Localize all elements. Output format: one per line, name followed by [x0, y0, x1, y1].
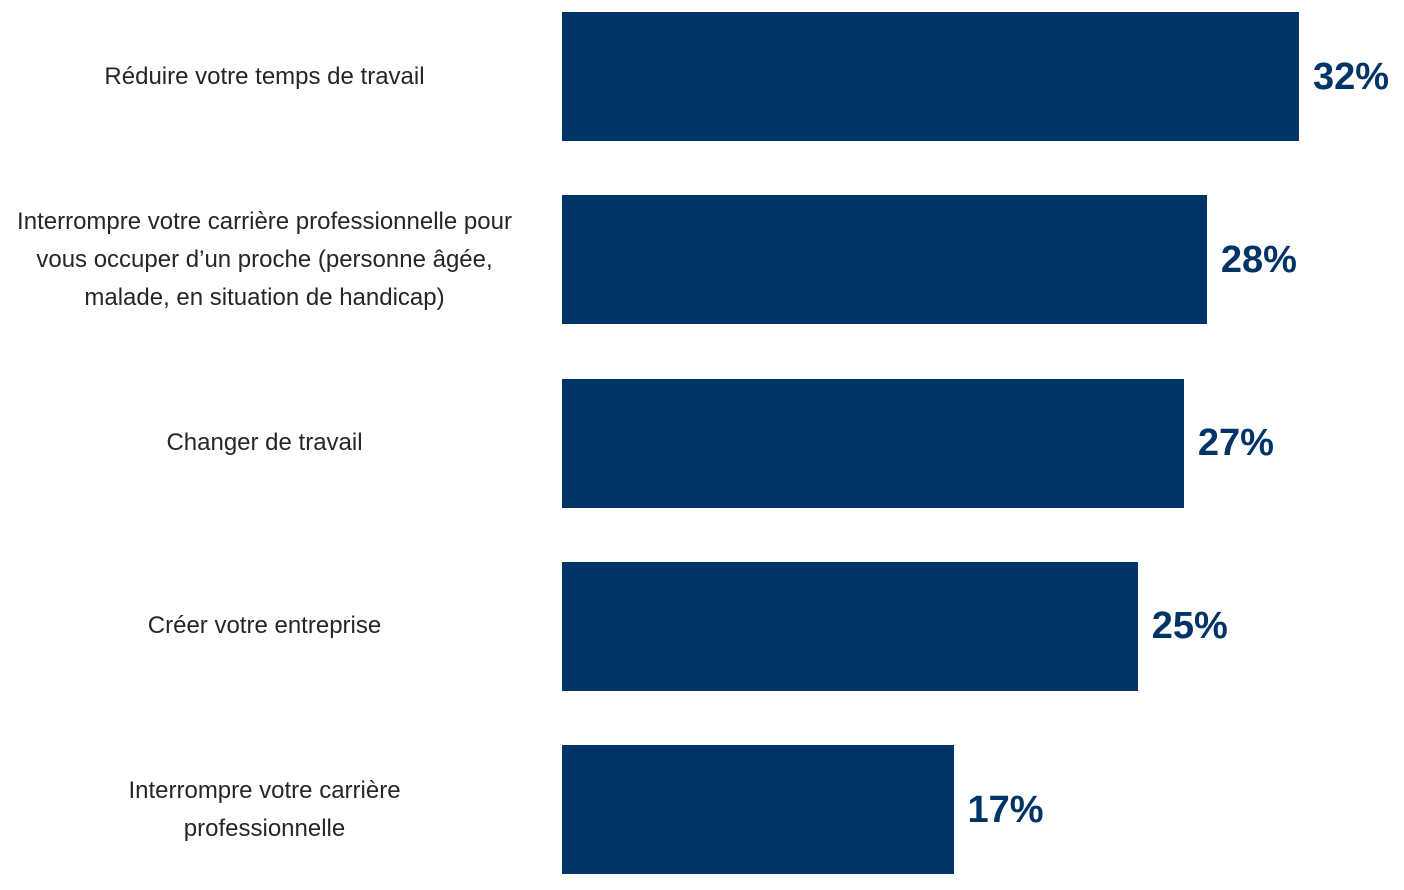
text: Interrompre votre carrière professionnel… — [128, 776, 401, 842]
value-label: 25% — [1152, 606, 1228, 646]
text: 27% — [1197, 422, 1274, 465]
value-label: 27% — [1198, 423, 1274, 463]
bar — [562, 12, 1299, 141]
text: 32% — [1313, 55, 1390, 98]
value-label: 32% — [1313, 57, 1389, 97]
page: Réduire votre temps de travail 32% Interro… — [6, 0, 1390, 875]
category-label: Réduire votre temps de travail — [6, 0, 523, 157]
text: 28% — [1220, 238, 1297, 281]
value-label: 17% — [968, 790, 1044, 830]
text: Créer votre entreprise — [147, 612, 382, 640]
bar — [562, 745, 954, 875]
text: Changer de travail — [166, 429, 363, 457]
text: 25% — [1151, 605, 1228, 648]
category-label: Changer de travail — [6, 363, 523, 523]
text: Réduire votre temps de travail — [104, 62, 425, 90]
text: Interrompre votre carrière professionnel… — [17, 207, 512, 311]
bar — [562, 378, 1184, 508]
bar — [562, 561, 1138, 691]
value-label: 28% — [1221, 240, 1297, 280]
text: 17% — [967, 788, 1044, 831]
category-label: Interrompre votre carrière professionnel… — [6, 180, 523, 340]
category-label: Interrompre votre carrière professionnel… — [6, 730, 523, 890]
bar — [562, 195, 1207, 325]
category-label: Créer votre entreprise — [6, 546, 523, 706]
